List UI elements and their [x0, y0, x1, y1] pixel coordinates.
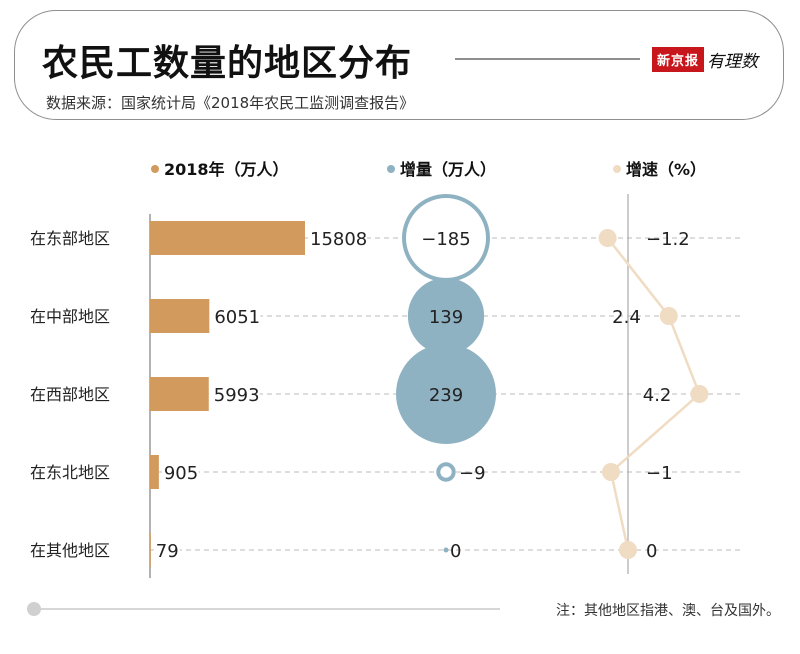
category-label-2: 在中部地区: [30, 307, 110, 326]
rate-point-2: [659, 307, 678, 325]
bar-label-bg-5: [153, 538, 180, 562]
bar-2: [150, 299, 210, 333]
bar-5: [150, 533, 151, 567]
legend-label-3: 增速（%）: [626, 160, 706, 179]
rate-point-1: [598, 229, 617, 247]
category-label-4: 在东北地区: [30, 463, 110, 482]
bubble-label-3: 239: [429, 385, 463, 406]
legend-marker-1: [151, 165, 159, 173]
bar-label-2: 6051: [214, 307, 260, 328]
bar-label-5: 79: [156, 541, 179, 562]
source-note: 数据来源：国家统计局《2018年农民工监测调查报告》: [46, 94, 415, 112]
count-bars: 15808 6051 5993 905 79: [150, 221, 367, 567]
footer-line: [27, 602, 500, 616]
bar-4: [150, 455, 159, 489]
header-frame: [14, 10, 784, 120]
bar-label-3: 5993: [214, 385, 260, 406]
rate-label-3: 4.2: [643, 385, 672, 406]
bubble-4: [436, 462, 456, 482]
rate-label-1: −1.2: [646, 229, 690, 250]
bar-3: [150, 377, 209, 411]
bar-label-1: 15808: [310, 229, 367, 250]
brand-logo-box: 新京报: [652, 46, 705, 72]
bar-label-4: 905: [164, 463, 198, 484]
rate-point-5: [619, 541, 637, 559]
rate-point-3: [690, 385, 709, 403]
bubble-label-5: 0: [450, 541, 461, 562]
footer-knob: [27, 602, 41, 616]
rate-label-2: 2.4: [612, 307, 641, 328]
legend-label-2: 增量（万人）: [400, 160, 496, 179]
brand-logo-script: 有理数: [707, 51, 759, 72]
category-label-3: 在西部地区: [30, 385, 110, 404]
legend-label-1: 2018年（万人）: [164, 160, 289, 179]
brand-logo: 新京报 有理数: [652, 46, 758, 72]
footnote: 注：其他地区指港、澳、台及国外。: [556, 603, 780, 619]
rate-line: −1.2 2.4 4.2 −1 0: [598, 229, 709, 562]
rate-label-4: −1: [646, 463, 673, 484]
legend-marker-2: [387, 165, 395, 173]
bar-label-bg-4: [161, 460, 199, 484]
bar-1: [150, 221, 305, 255]
bar-label-bg-1: [308, 226, 367, 250]
page-title: 农民工数量的地区分布: [42, 43, 413, 84]
bubble-label-4: −9: [459, 463, 486, 484]
title-divider: [455, 58, 640, 60]
bar-label-bg-3: [211, 382, 260, 406]
bubble-2: [407, 277, 485, 355]
bar-label-bg-2: [212, 304, 261, 328]
rate-label-5: 0: [646, 541, 657, 562]
bubble-label-1: −185: [421, 229, 470, 250]
category-label-1: 在东部地区: [30, 229, 110, 248]
bubble-5: [443, 547, 449, 553]
increase-bubbles: −185 139 239 −9 0: [396, 194, 496, 562]
legend: 2018年（万人） 增量（万人） 增速（%）: [151, 160, 706, 179]
rate-point-4: [602, 463, 620, 481]
bubble-label-2: 139: [429, 307, 463, 328]
bubble-3: [396, 344, 496, 444]
legend-marker-3: [613, 165, 621, 173]
category-label-5: 在其他地区: [30, 541, 110, 560]
